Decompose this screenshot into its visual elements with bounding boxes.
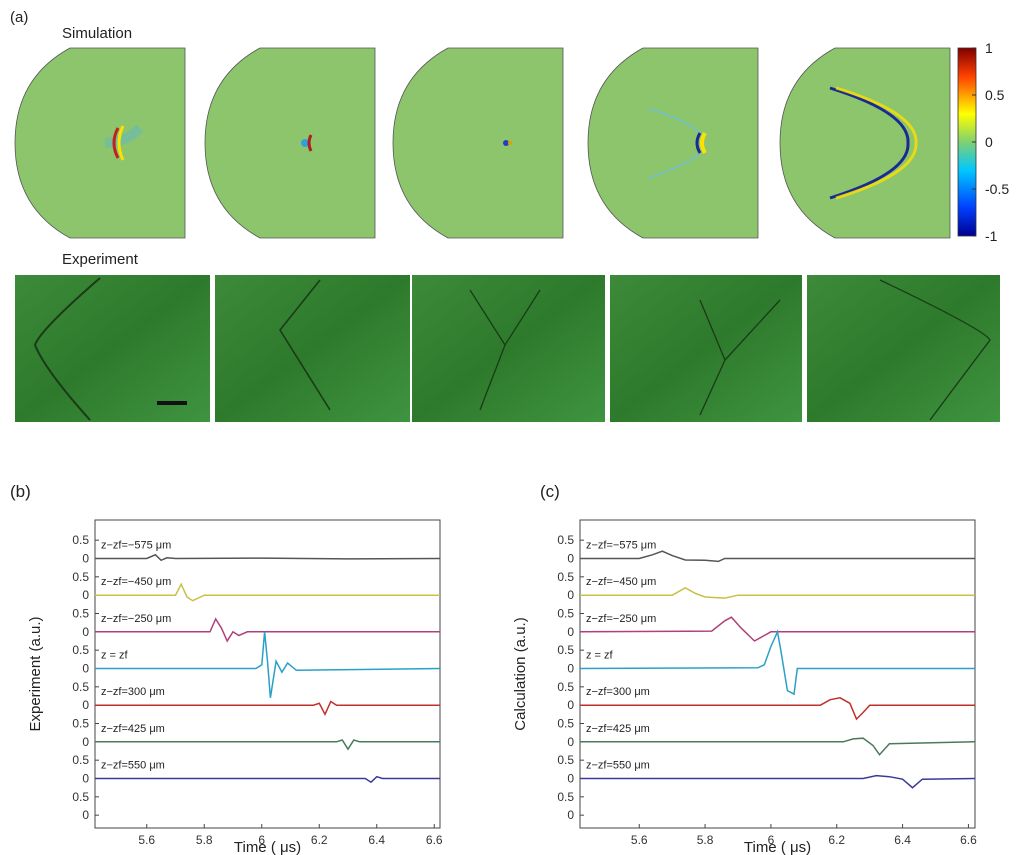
x-tick-label: 6.4 bbox=[894, 833, 911, 847]
trace bbox=[95, 777, 440, 783]
panel-label: (c) bbox=[540, 482, 560, 501]
experiment-frames bbox=[15, 275, 1000, 422]
y-tick-label: 0 bbox=[567, 698, 574, 712]
x-tick-label: 5.6 bbox=[138, 833, 155, 847]
trace bbox=[580, 776, 975, 788]
colorbar-tick-label: 0.5 bbox=[985, 87, 1005, 103]
trace bbox=[580, 632, 975, 694]
trace-label: z−zf=425 μm bbox=[101, 723, 165, 735]
y-tick-label: 0 bbox=[567, 662, 574, 676]
sim-frame bbox=[393, 48, 563, 238]
trace bbox=[95, 702, 440, 715]
y-axis-label: Experiment (a.u.) bbox=[27, 616, 44, 731]
y-tick-label: 0 bbox=[567, 588, 574, 602]
trace-label: z−zf=−250 μm bbox=[586, 613, 656, 625]
y-tick-label: 0.5 bbox=[557, 680, 574, 694]
colorbar-tick-label: 1 bbox=[985, 40, 993, 56]
trace bbox=[580, 698, 975, 719]
trace-label: z = zf bbox=[586, 650, 614, 662]
y-tick-label: 0.5 bbox=[72, 753, 89, 767]
y-tick-label: 0 bbox=[82, 588, 89, 602]
plot-frame bbox=[580, 520, 975, 828]
y-tick-label: 0.5 bbox=[557, 570, 574, 584]
trace-label: z−zf=−450 μm bbox=[101, 576, 171, 588]
trace bbox=[95, 555, 440, 561]
sim-frame bbox=[15, 48, 185, 238]
exp-frame bbox=[15, 275, 210, 422]
y-tick-label: 0 bbox=[567, 625, 574, 639]
trace-label: z−zf=−250 μm bbox=[101, 613, 171, 625]
charts: (b) 0 0.5 0 0.5 0 0.5 0 0.5 0 0.5 0 0.5 0 0.5 0 0.5 5.6 5.… bbox=[10, 482, 977, 855]
x-tick-label: 6.2 bbox=[311, 833, 328, 847]
y-tick-label: 0.5 bbox=[557, 607, 574, 621]
x-axis-label: Time ( μs) bbox=[744, 839, 811, 855]
panel-label: (a) bbox=[10, 9, 28, 26]
chart: (c) 0 0.5 0 0.5 0 0.5 0 0.5 0 0.5 0 0.5 0 0.5 0 0.5 5.6 5.… bbox=[512, 482, 977, 855]
trace bbox=[580, 588, 975, 598]
trace-label: z−zf=−575 μm bbox=[586, 540, 656, 552]
y-tick-label: 0 bbox=[82, 662, 89, 676]
sim-frame bbox=[205, 48, 375, 238]
x-tick-label: 6.6 bbox=[426, 833, 443, 847]
trace-label: z−zf=300 μm bbox=[586, 686, 650, 698]
y-tick-label: 0 bbox=[82, 808, 89, 822]
x-axis-label: Time ( μs) bbox=[234, 839, 301, 855]
colorbar-tick-label: -1 bbox=[985, 228, 998, 244]
panel-label: (b) bbox=[10, 482, 31, 501]
y-tick-label: 0.5 bbox=[557, 643, 574, 657]
exp-frame bbox=[610, 275, 802, 422]
y-tick-label: 0.5 bbox=[557, 753, 574, 767]
y-tick-label: 0.5 bbox=[72, 607, 89, 621]
y-tick-label: 0 bbox=[567, 772, 574, 786]
sim-frame bbox=[780, 48, 950, 238]
y-tick-label: 0.5 bbox=[557, 533, 574, 547]
simulation-frames bbox=[15, 48, 950, 238]
trace bbox=[580, 551, 975, 561]
x-tick-label: 6.2 bbox=[828, 833, 845, 847]
colorbar-tick-label: -0.5 bbox=[985, 181, 1009, 197]
y-tick-label: 0 bbox=[567, 735, 574, 749]
trace-label: z−zf=−575 μm bbox=[101, 540, 171, 552]
y-tick-label: 0.5 bbox=[557, 717, 574, 731]
y-tick-label: 0 bbox=[567, 552, 574, 566]
figure: (a) Simulation Experiment 1 0.5 0 -0.5 -1 bbox=[0, 0, 1018, 855]
x-tick-label: 5.8 bbox=[697, 833, 714, 847]
y-tick-label: 0 bbox=[82, 698, 89, 712]
y-tick-label: 0 bbox=[82, 735, 89, 749]
colorbar: 1 0.5 0 -0.5 -1 bbox=[958, 40, 1009, 244]
y-tick-label: 0.5 bbox=[72, 643, 89, 657]
y-tick-label: 0 bbox=[567, 808, 574, 822]
trace-label: z = zf bbox=[101, 650, 129, 662]
trace-label: z−zf=550 μm bbox=[101, 760, 165, 772]
y-tick-label: 0.5 bbox=[72, 717, 89, 731]
x-tick-label: 6.4 bbox=[368, 833, 385, 847]
exp-frame bbox=[215, 275, 410, 422]
y-tick-label: 0 bbox=[82, 625, 89, 639]
y-tick-label: 0 bbox=[82, 552, 89, 566]
trace-label: z−zf=300 μm bbox=[101, 686, 165, 698]
trace-label: z−zf=425 μm bbox=[586, 723, 650, 735]
y-tick-label: 0.5 bbox=[72, 570, 89, 584]
trace-label: z−zf=−450 μm bbox=[586, 576, 656, 588]
y-tick-label: 0.5 bbox=[72, 790, 89, 804]
y-axis-label: Calculation (a.u.) bbox=[512, 617, 529, 730]
x-tick-label: 6.6 bbox=[960, 833, 977, 847]
section-title: Simulation bbox=[62, 25, 132, 42]
y-tick-label: 0.5 bbox=[557, 790, 574, 804]
exp-frame bbox=[807, 275, 1000, 422]
y-tick-label: 0.5 bbox=[72, 680, 89, 694]
section-title: Experiment bbox=[62, 251, 139, 268]
y-tick-label: 0 bbox=[82, 772, 89, 786]
x-tick-label: 5.6 bbox=[631, 833, 648, 847]
exp-frame bbox=[412, 275, 605, 422]
trace bbox=[95, 740, 440, 749]
trace bbox=[580, 738, 975, 755]
x-tick-label: 5.8 bbox=[196, 833, 213, 847]
colorbar-tick-label: 0 bbox=[985, 134, 993, 150]
chart: (b) 0 0.5 0 0.5 0 0.5 0 0.5 0 0.5 0 0.5 0 0.5 0 0.5 5.6 5.… bbox=[10, 482, 443, 855]
trace-label: z−zf=550 μm bbox=[586, 760, 650, 772]
sim-frame bbox=[588, 48, 758, 238]
y-tick-label: 0.5 bbox=[72, 533, 89, 547]
plot-frame bbox=[95, 520, 440, 828]
